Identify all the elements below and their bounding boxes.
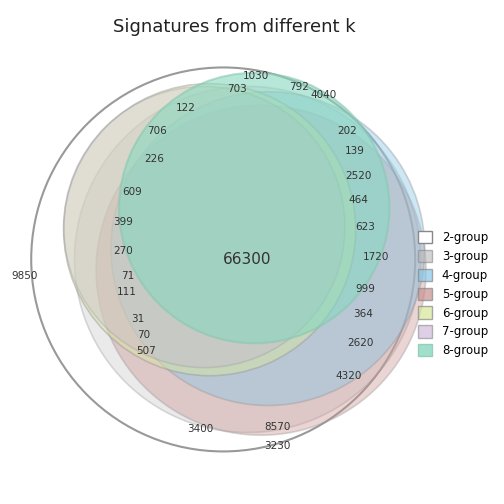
Text: 2620: 2620 [348,338,374,348]
Text: 999: 999 [356,284,375,294]
Text: 1030: 1030 [242,71,269,81]
Circle shape [75,86,421,432]
Text: 399: 399 [113,217,133,227]
Text: 507: 507 [136,346,156,356]
Circle shape [64,84,356,375]
Text: 364: 364 [353,308,373,319]
Circle shape [119,73,390,343]
Text: 71: 71 [121,271,134,281]
Circle shape [64,86,345,367]
Text: 70: 70 [137,330,150,340]
Legend: 2-group, 3-group, 4-group, 5-group, 6-group, 7-group, 8-group: 2-group, 3-group, 4-group, 5-group, 6-gr… [415,227,491,361]
Text: 111: 111 [117,287,137,297]
Text: 202: 202 [337,126,356,136]
Text: 1720: 1720 [362,251,389,262]
Text: 4320: 4320 [336,371,362,381]
Title: Signatures from different k: Signatures from different k [113,18,355,36]
Text: 9850: 9850 [12,271,38,281]
Circle shape [96,105,426,435]
Text: 706: 706 [147,126,166,136]
Text: 270: 270 [113,246,133,257]
Text: 3400: 3400 [187,424,213,434]
Text: 703: 703 [227,85,246,94]
Text: 139: 139 [345,146,365,156]
Text: 4040: 4040 [310,90,336,100]
Text: 792: 792 [289,82,309,92]
Text: 609: 609 [122,187,142,197]
Text: 31: 31 [132,314,145,324]
Circle shape [111,92,425,405]
Text: 3230: 3230 [264,440,290,451]
Text: 122: 122 [176,103,196,113]
Text: 2520: 2520 [345,171,371,180]
Text: 66300: 66300 [223,252,272,267]
Text: 464: 464 [349,195,369,205]
Text: 8570: 8570 [264,422,290,432]
Text: 226: 226 [144,154,164,164]
Text: 623: 623 [356,222,375,232]
